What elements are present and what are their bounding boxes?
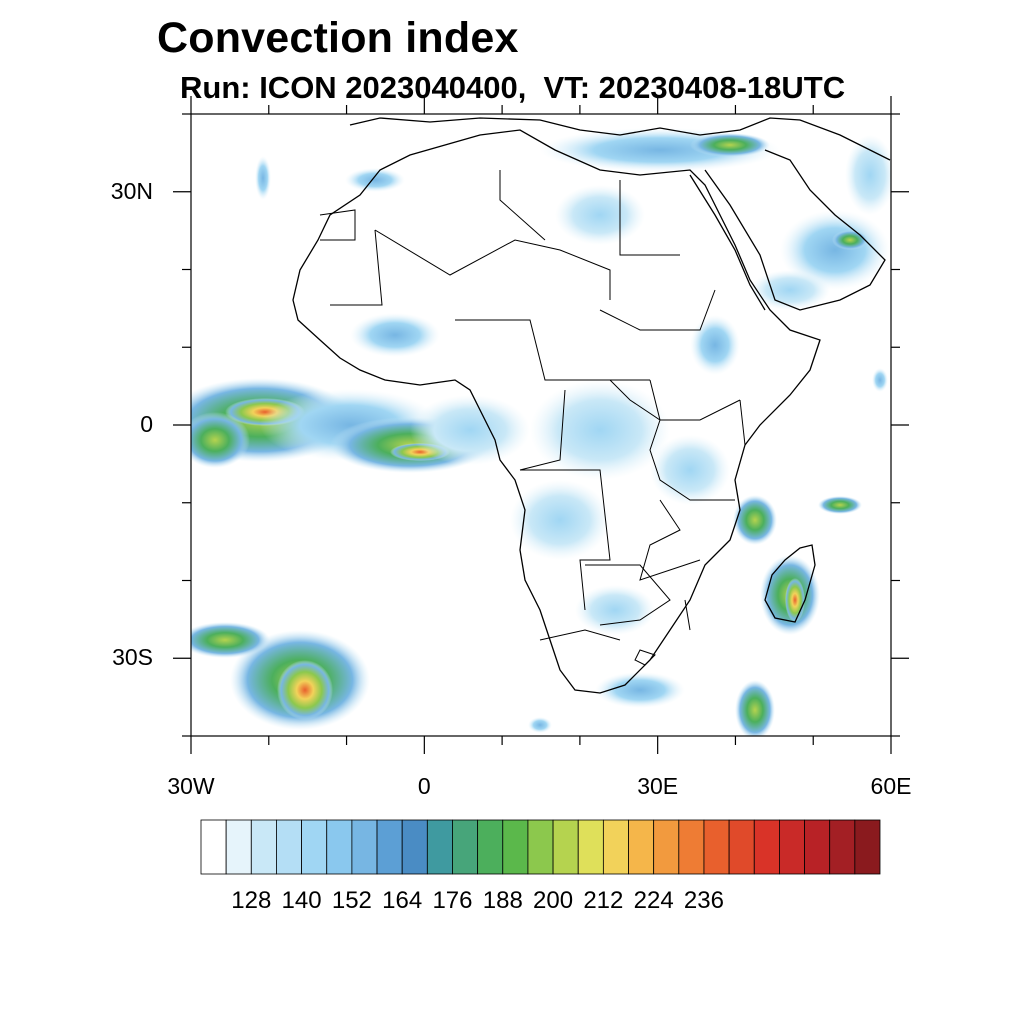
colorbar-box <box>351 819 378 875</box>
colorbar-label: 236 <box>683 887 724 914</box>
colorbar-box <box>200 819 227 875</box>
run-subtitle: Run: ICON 2023040400, VT: 20230408-18UTC <box>180 70 846 105</box>
colorbar-box <box>301 819 328 875</box>
x-tick-label: 30W <box>167 773 215 799</box>
y-tick-label: 30S <box>112 644 153 671</box>
colorbar-box <box>326 819 353 875</box>
colorbar-box <box>628 819 655 875</box>
colorbar-box <box>653 819 680 875</box>
europe-coast <box>349 117 891 161</box>
colorbar-label: 212 <box>583 887 624 914</box>
colorbar-box <box>527 819 554 875</box>
y-tick-label: 0 <box>140 411 153 437</box>
x-tick-label: 0 <box>417 773 431 799</box>
colorbar-box <box>276 819 302 875</box>
colorbar-label: 164 <box>382 887 423 914</box>
colorbar-box <box>602 819 629 875</box>
madagascar <box>764 544 816 623</box>
colorbar-box <box>753 819 780 875</box>
colorbar-box <box>829 819 856 875</box>
colorbar-label: 188 <box>482 887 523 914</box>
country-borders <box>319 170 746 666</box>
africa-coastline <box>292 129 821 694</box>
colorbar-box <box>854 819 881 875</box>
colorbar-label: 128 <box>231 887 272 914</box>
x-tick-label: 60E <box>870 773 912 799</box>
colorbar-box <box>426 819 453 875</box>
colorbar-box <box>577 819 604 875</box>
colorbar-box <box>779 819 805 875</box>
colorbar-label: 152 <box>331 887 372 914</box>
colorbar-box <box>502 819 529 875</box>
colorbar-box <box>225 819 252 875</box>
colorbar-box <box>552 819 579 875</box>
x-tick-label: 30E <box>637 773 679 799</box>
colorbar-label: 224 <box>633 887 674 914</box>
colorbar-box <box>678 819 705 875</box>
colorbar-box <box>804 819 831 875</box>
colorbar-box <box>452 819 479 875</box>
coastlines <box>292 117 891 694</box>
arabia-coast <box>704 149 886 311</box>
colorbar-box <box>477 819 504 875</box>
axis-ticks <box>173 96 909 754</box>
colorbar-box <box>703 819 730 875</box>
colorbar-box <box>376 819 403 875</box>
convection-field <box>191 128 891 736</box>
colorbar-label: 140 <box>281 887 322 914</box>
colorbar-label: 176 <box>432 887 473 914</box>
colorbar-box <box>250 819 277 875</box>
red-sea <box>689 174 766 311</box>
colorbar-label: 200 <box>533 887 574 914</box>
page-title: Convection index <box>157 14 519 62</box>
colorbar-box <box>401 819 428 875</box>
colorbar-box <box>728 819 755 875</box>
y-tick-label: 30N <box>110 177 153 204</box>
colorbar <box>200 819 881 875</box>
